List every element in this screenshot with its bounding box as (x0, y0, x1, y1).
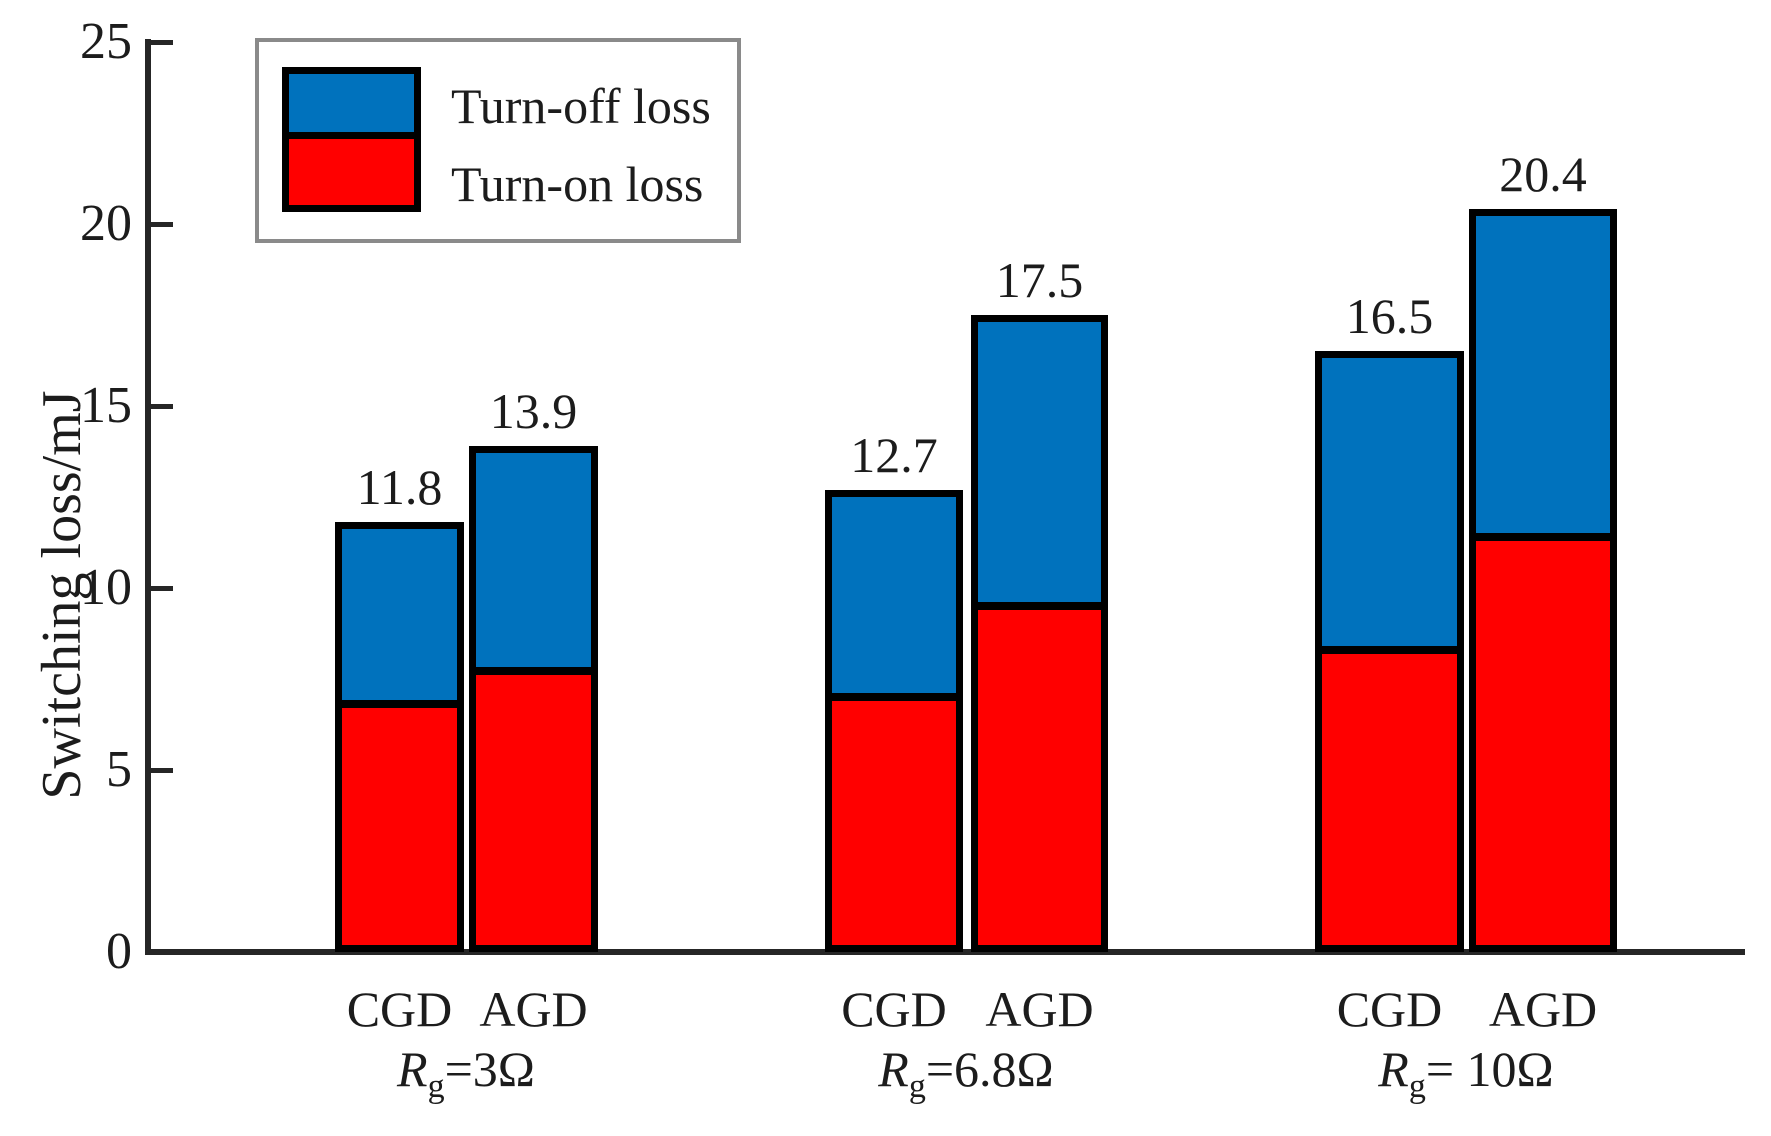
legend-label-turn-on: Turn-on loss (451, 156, 704, 212)
x-category-label-agd: AGD (1488, 981, 1598, 1037)
rg-symbol: R (397, 1041, 428, 1097)
x-category-label-cgd: CGD (841, 981, 947, 1037)
rg-subscript: g (1408, 1068, 1426, 1105)
y-tick-mark (151, 767, 173, 773)
legend: Turn-off loss Turn-on loss (255, 38, 741, 243)
y-tick-label: 25 (80, 13, 132, 70)
bar-segment-turn-off-cgd-group2 (832, 496, 956, 701)
y-tick-label: 10 (80, 559, 132, 616)
x-category-label-cgd: CGD (1336, 981, 1443, 1037)
x-axis-line (145, 949, 1745, 955)
legend-swatch-turn-on (282, 132, 421, 212)
legend-label-turn-off: Turn-off loss (451, 78, 711, 134)
y-tick-mark (151, 403, 173, 409)
bar-value-label: 17.5 (995, 252, 1084, 308)
rg-subscript: g (908, 1068, 926, 1105)
bar-value-label: 11.8 (356, 459, 443, 516)
y-tick-mark (151, 39, 173, 45)
bar-segment-turn-off-agd-group2 (978, 322, 1101, 610)
legend-swatch-turn-off (282, 67, 421, 139)
x-category-label-agd: AGD (479, 981, 588, 1037)
bar-segment-turn-off-cgd-group1 (342, 529, 457, 709)
x-category-label-agd: AGD (985, 981, 1094, 1037)
y-tick-label: 15 (80, 377, 132, 434)
y-tick-label: 5 (106, 741, 132, 798)
x-group-label-rg: Rg=6.8Ω (878, 1041, 1054, 1104)
bar-value-label: 13.9 (489, 383, 578, 440)
bar-value-label: 12.7 (850, 426, 938, 483)
x-group-label-rg: Rg= 10Ω (1378, 1041, 1554, 1104)
y-axis-line (145, 39, 151, 955)
bar-agd-group1 (469, 446, 598, 952)
rg-value: = 10Ω (1425, 1041, 1554, 1097)
rg-symbol: R (878, 1041, 909, 1097)
bar-segment-turn-off-cgd-group3 (1322, 358, 1457, 654)
y-tick-mark (151, 585, 173, 591)
bar-value-label: 20.4 (1499, 146, 1587, 203)
bar-value-label: 16.5 (1345, 288, 1434, 345)
bar-cgd-group1 (335, 522, 464, 952)
rg-symbol: R (1378, 1041, 1409, 1097)
bar-agd-group2 (971, 315, 1108, 952)
x-category-label-cgd: CGD (346, 981, 453, 1037)
y-tick-label: 0 (106, 923, 132, 980)
y-tick-label: 20 (80, 195, 132, 252)
rg-value: =3Ω (444, 1041, 535, 1097)
x-group-label-rg: Rg=3Ω (397, 1041, 535, 1104)
rg-value: =6.8Ω (925, 1041, 1054, 1097)
bar-cgd-group3 (1315, 351, 1464, 952)
rg-subscript: g (427, 1068, 445, 1105)
y-tick-mark (151, 221, 173, 227)
bar-segment-turn-off-agd-group3 (1476, 216, 1610, 541)
bar-cgd-group2 (825, 489, 963, 952)
bar-agd-group3 (1469, 209, 1617, 952)
bar-segment-turn-off-agd-group1 (476, 453, 591, 676)
